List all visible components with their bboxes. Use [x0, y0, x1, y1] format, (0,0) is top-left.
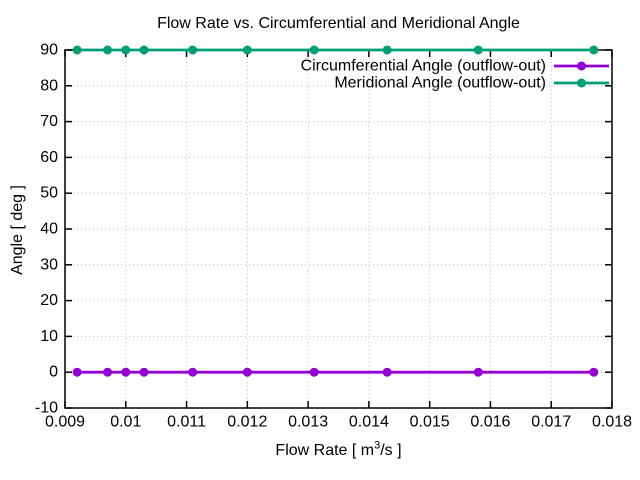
- x-tick-label: 0.016: [470, 414, 510, 431]
- x-tick-label: 0.012: [227, 414, 267, 431]
- data-point-marker: [589, 367, 599, 377]
- legend-label: Meridional Angle (outflow-out): [334, 75, 546, 92]
- data-point-marker: [473, 45, 483, 55]
- legend-sample-marker: [577, 78, 586, 88]
- legend-sample-marker: [577, 61, 586, 71]
- x-tick-label: 0.01: [110, 414, 141, 431]
- y-tick-label: 70: [40, 113, 58, 130]
- x-tick-label: 0.013: [288, 414, 328, 431]
- data-point-marker: [309, 45, 319, 55]
- data-point-marker: [72, 45, 82, 55]
- x-axis-label: Flow Rate [ m3/s ]: [65, 439, 612, 461]
- y-tick-label: 50: [40, 185, 58, 202]
- data-point-marker: [121, 367, 131, 377]
- x-tick-label: 0.014: [349, 414, 389, 431]
- data-point-marker: [242, 45, 252, 55]
- data-point-marker: [72, 367, 82, 377]
- data-point-marker: [188, 367, 198, 377]
- y-tick-label: -10: [35, 400, 58, 417]
- y-tick-label: 10: [40, 328, 58, 345]
- x-tick-label: 0.009: [45, 414, 85, 431]
- legend-label: Circumferential Angle (outflow-out): [301, 58, 546, 75]
- y-tick-label: 30: [40, 256, 58, 273]
- data-point-marker: [589, 45, 599, 55]
- data-point-marker: [103, 45, 113, 55]
- data-point-marker: [139, 367, 149, 377]
- y-tick-label: 20: [40, 292, 58, 309]
- data-point-marker: [242, 367, 252, 377]
- data-point-marker: [103, 367, 113, 377]
- data-point-marker: [309, 367, 319, 377]
- data-point-marker: [121, 45, 131, 55]
- x-axis-label-superscript: 3: [374, 439, 381, 452]
- x-axis-label-text: Flow Rate [ m: [275, 442, 375, 459]
- x-axis-label-unit: /s ]: [380, 442, 402, 459]
- x-tick-label: 0.015: [410, 414, 450, 431]
- x-tick-label: 0.011: [167, 414, 206, 431]
- y-tick-label: 40: [40, 221, 58, 238]
- chart-title: Flow Rate vs. Circumferential and Meridi…: [157, 15, 520, 32]
- y-axis-label: Angle [ deg ]: [9, 185, 26, 275]
- y-tick-label: 0: [49, 364, 58, 381]
- data-point-marker: [139, 45, 149, 55]
- x-tick-label: 0.017: [531, 414, 571, 431]
- y-tick-label: 60: [40, 149, 58, 166]
- x-tick-label: 0.018: [592, 414, 632, 431]
- data-point-marker: [188, 45, 198, 55]
- data-point-marker: [473, 367, 483, 377]
- y-tick-label: 80: [40, 77, 58, 94]
- y-tick-label: 90: [40, 42, 58, 59]
- data-point-marker: [382, 45, 392, 55]
- data-point-marker: [382, 367, 392, 377]
